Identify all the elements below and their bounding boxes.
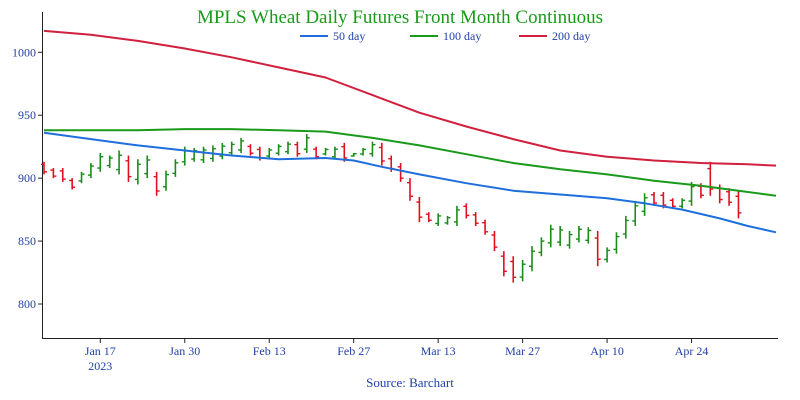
- x-tick-label: Mar 27: [505, 344, 540, 358]
- price-bar: [360, 147, 367, 156]
- price-bar: [134, 159, 141, 185]
- price-bar: [313, 146, 320, 160]
- price-bar: [613, 232, 620, 254]
- price-bar: [350, 152, 357, 157]
- price-bar: [116, 150, 123, 175]
- price-bar: [59, 168, 66, 182]
- moving-average-lines: [43, 29, 777, 234]
- price-bar: [163, 170, 169, 191]
- price-bar: [547, 224, 554, 248]
- price-bar: [735, 190, 742, 219]
- price-bar: [604, 247, 611, 263]
- series-line-100-day: [44, 128, 777, 197]
- price-bar: [529, 246, 535, 272]
- price-bar: [594, 231, 601, 267]
- price-bar: [435, 213, 442, 226]
- price-bar: [275, 144, 282, 156]
- price-bar: [688, 181, 695, 206]
- price-bar: [153, 171, 160, 196]
- price-bar: [219, 142, 226, 160]
- price-bar: [369, 141, 376, 157]
- price-bar: [566, 231, 573, 249]
- price-bar: [472, 212, 479, 226]
- price-bar: [97, 152, 104, 172]
- price-bar: [707, 161, 714, 196]
- x-tick-label: Mar 13: [421, 344, 456, 358]
- price-bar: [669, 198, 676, 209]
- price-bar: [228, 141, 235, 156]
- price-bar: [407, 178, 413, 201]
- y-tick-label: 900: [18, 171, 36, 185]
- price-bar: [247, 144, 254, 156]
- price-bar: [482, 219, 489, 235]
- x-tick-sublabel: 2023: [88, 359, 112, 373]
- price-bar: [641, 193, 648, 216]
- price-bar: [331, 146, 338, 160]
- y-tick-label: 850: [18, 234, 36, 248]
- chart-title: MPLS Wheat Daily Futures Front Month Con…: [197, 7, 603, 28]
- x-tick-label: Jan 30: [169, 344, 200, 358]
- price-bar: [41, 161, 47, 175]
- price-bar: [69, 178, 76, 190]
- price-bar: [622, 215, 629, 239]
- price-bar: [87, 163, 94, 179]
- price-bar: [78, 171, 85, 184]
- price-bar: [585, 227, 592, 244]
- y-tick-label: 1000: [12, 45, 36, 59]
- price-bar: [679, 198, 686, 209]
- source-label: Source: Barchart: [366, 375, 454, 390]
- price-bar: [294, 141, 301, 157]
- legend-label: 50 day: [333, 29, 365, 43]
- series-line-50-day: [43, 131, 777, 234]
- price-bar: [416, 197, 423, 223]
- price-bar: [106, 155, 113, 169]
- price-bar: [726, 188, 733, 206]
- price-bars: [41, 134, 742, 283]
- price-bar: [266, 147, 273, 159]
- price-bar: [557, 225, 564, 247]
- price-bar: [463, 203, 470, 219]
- x-tick-label: Feb 27: [337, 344, 370, 358]
- y-ticks: 800 850 900 950 1000: [12, 45, 42, 311]
- price-bar: [172, 159, 179, 177]
- price-bar: [519, 259, 526, 282]
- price-bar: [444, 215, 451, 225]
- price-bar: [285, 141, 291, 155]
- price-bar: [575, 225, 582, 243]
- price-bar: [500, 251, 507, 277]
- x-tick-label: Jan 17: [85, 344, 116, 358]
- price-bar: [538, 237, 545, 257]
- legend-label: 100 day: [443, 29, 481, 43]
- price-bar: [651, 191, 657, 206]
- legend: 50 day 100 day 200 day: [300, 29, 590, 43]
- price-bar: [632, 200, 639, 226]
- legend-label: 200 day: [552, 29, 590, 43]
- series-line-200-day: [43, 29, 777, 167]
- y-tick-label: 950: [18, 108, 36, 122]
- x-tick-label: Apr 10: [590, 344, 624, 358]
- price-bar: [378, 142, 385, 166]
- price-bar: [397, 163, 404, 182]
- price-bar: [125, 155, 132, 182]
- price-bar: [510, 256, 517, 283]
- y-tick-label: 800: [18, 297, 36, 311]
- price-bar: [322, 147, 329, 156]
- price-bar: [200, 146, 207, 164]
- price-bar: [491, 231, 498, 252]
- price-bar: [238, 137, 245, 153]
- price-bar: [341, 142, 348, 162]
- price-bar: [425, 212, 432, 223]
- x-tick-label: Feb 13: [253, 344, 286, 358]
- price-bar: [453, 205, 460, 226]
- x-tick-label: Apr 24: [675, 344, 709, 358]
- price-bar: [144, 155, 151, 179]
- price-bar: [50, 168, 57, 179]
- price-bar: [191, 147, 198, 162]
- price-bar: [303, 134, 310, 153]
